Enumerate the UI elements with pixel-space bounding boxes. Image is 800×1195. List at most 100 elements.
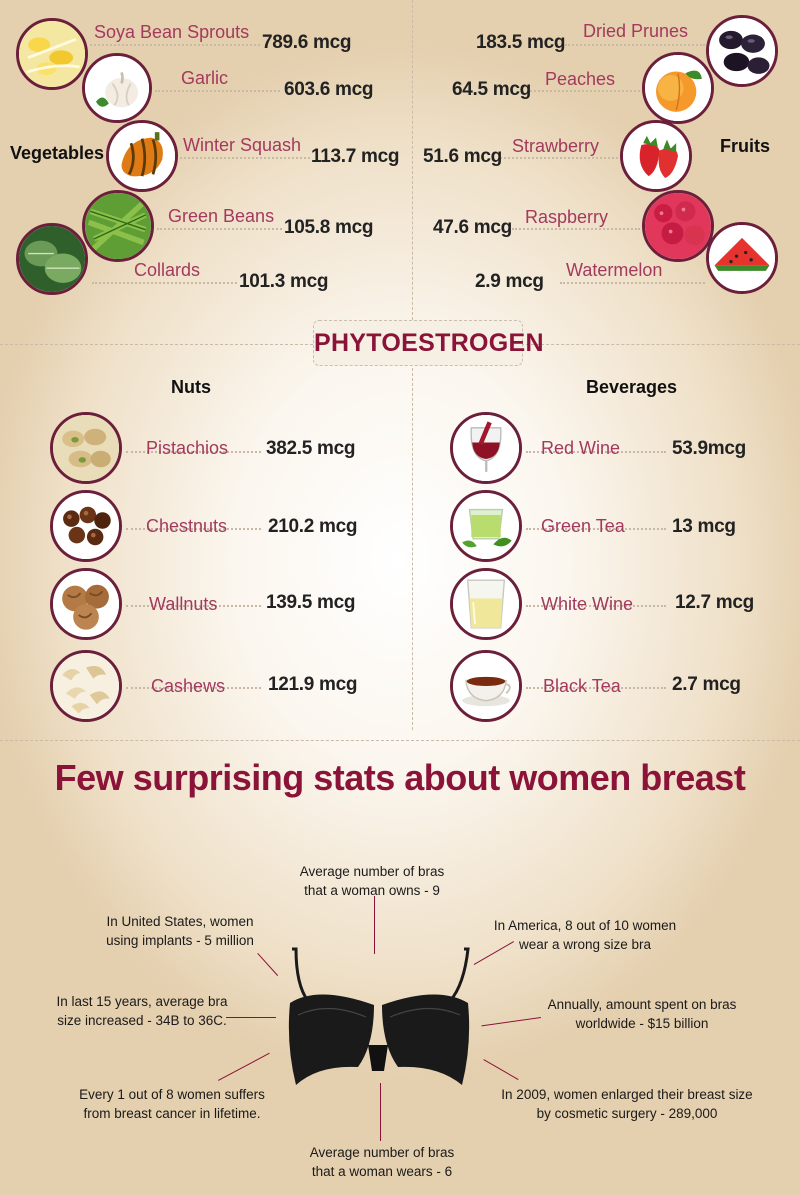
green-tea-value: 13 mcg: [672, 516, 736, 537]
cashews-leader: [126, 687, 261, 689]
stats-title: Few surprising stats about women breast: [54, 757, 746, 798]
cashews-image: [50, 650, 122, 722]
watermelon-image: [706, 222, 778, 294]
chestnuts-value: 210.2 mcg: [268, 516, 358, 537]
stat-wrong-size: In America, 8 out of 10 women wear a wro…: [493, 918, 677, 952]
bra-illustration: [278, 945, 478, 1095]
vegetables-title: Vegetables: [10, 143, 105, 163]
line-size-increase: [226, 1017, 276, 1018]
section-divider-1: [0, 344, 313, 345]
section-divider-2: [0, 740, 800, 741]
bra-image: [288, 947, 470, 1085]
line-implants: [257, 953, 279, 976]
cashews-label: Cashews: [151, 676, 226, 696]
raspberry-value: 47.6 mcg: [433, 217, 512, 238]
squash-leader: [180, 157, 310, 159]
soya-leader: [90, 44, 260, 46]
red-wine-label: Red Wine: [541, 438, 621, 458]
black-tea-image: [450, 650, 522, 722]
walnuts-label: Wallnuts: [149, 594, 218, 614]
prunes-value: 183.5 mcg: [476, 32, 566, 53]
peaches-image: [642, 52, 714, 124]
chestnuts-label: Chestnuts: [146, 516, 228, 536]
chestnuts-image: [50, 490, 122, 562]
stat-wears: Average number of bras that a woman wear…: [309, 1145, 455, 1179]
banner-text: PHYTOESTROGEN: [314, 329, 544, 357]
soya-sprouts-image: [16, 18, 88, 90]
phytoestrogen-banner: PHYTOESTROGEN: [313, 320, 544, 366]
chestnuts-leader: [126, 528, 261, 530]
line-enlarged: [483, 1059, 519, 1080]
red-wine-value: 53.9mcg: [672, 438, 746, 459]
section-divider-1b: [521, 344, 800, 345]
pistachios-value: 382.5 mcg: [266, 438, 356, 459]
beans-value: 105.8 mcg: [284, 217, 374, 238]
stat-enlarged: In 2009, women enlarged their breast siz…: [501, 1087, 753, 1121]
collards-value: 101.3 mcg: [239, 271, 329, 292]
strawberry-leader: [500, 157, 618, 159]
white-wine-value: 12.7 mcg: [675, 592, 754, 613]
squash-value: 113.7 mcg: [311, 146, 400, 167]
raspberry-leader: [512, 228, 640, 230]
strawberry-image: [620, 120, 692, 192]
line-wears: [380, 1083, 381, 1141]
green-beans-image: [82, 190, 154, 262]
garlic-image: [82, 53, 152, 123]
walnuts-image: [50, 568, 122, 640]
garlic-label: Garlic: [181, 68, 229, 88]
beans-leader: [157, 228, 282, 230]
raspberry-label: Raspberry: [525, 207, 609, 227]
watermelon-leader: [560, 282, 705, 284]
peaches-label: Peaches: [545, 69, 616, 89]
nuts-title: Nuts: [171, 377, 211, 397]
raspberry-image: [642, 190, 714, 262]
stat-spent: Annually, amount spent on bras worldwide…: [547, 997, 737, 1031]
red-wine-leader: [526, 451, 666, 453]
black-tea-label: Black Tea: [543, 676, 621, 696]
soya-value: 789.6 mcg: [262, 32, 352, 53]
line-cancer: [218, 1052, 270, 1081]
white-wine-leader: [526, 605, 666, 607]
squash-label: Winter Squash: [183, 135, 302, 155]
white-wine-image: [450, 568, 522, 640]
pistachios-leader: [126, 451, 261, 453]
collards-image: [16, 223, 88, 295]
walnuts-value: 139.5 mcg: [266, 592, 356, 613]
watermelon-value: 2.9 mcg: [475, 271, 544, 292]
strawberry-value: 51.6 mcg: [423, 146, 502, 167]
stat-size-increase: In last 15 years, average bra size incre…: [56, 994, 228, 1028]
green-tea-leader: [526, 528, 666, 530]
walnuts-leader: [126, 605, 261, 607]
collards-label: Collards: [134, 260, 201, 280]
dried-prunes-image: [706, 15, 778, 87]
stat-owns: Average number of bras that a woman owns…: [299, 864, 445, 898]
cashews-value: 121.9 mcg: [268, 674, 358, 695]
peaches-value: 64.5 mcg: [452, 79, 531, 100]
watermelon-label: Watermelon: [566, 260, 663, 280]
prunes-label: Dried Prunes: [583, 21, 689, 41]
black-tea-value: 2.7 mcg: [672, 674, 741, 695]
winter-squash-image: [106, 120, 178, 192]
pistachios-label: Pistachios: [146, 438, 229, 458]
prunes-leader: [565, 44, 705, 46]
pistachios-image: [50, 412, 122, 484]
strawberry-label: Strawberry: [512, 136, 600, 156]
green-tea-image: [450, 490, 522, 562]
collards-leader: [92, 282, 237, 284]
green-tea-label: Green Tea: [541, 516, 625, 536]
garlic-leader: [155, 90, 280, 92]
black-tea-leader: [526, 687, 666, 689]
white-wine-label: White Wine: [541, 594, 634, 614]
top-vertical-divider: [412, 0, 413, 320]
beans-label: Green Beans: [168, 206, 275, 226]
stat-cancer: Every 1 out of 8 women suffers from brea…: [79, 1087, 265, 1121]
garlic-value: 603.6 mcg: [284, 79, 374, 100]
stat-implants: In United States, women using implants -…: [106, 914, 254, 948]
mid-vertical-divider: [412, 368, 413, 730]
red-wine-image: [450, 412, 522, 484]
beverages-title: Beverages: [586, 377, 678, 397]
fruits-title: Fruits: [720, 136, 771, 156]
soya-label: Soya Bean Sprouts: [94, 22, 250, 42]
peaches-leader: [530, 90, 640, 92]
line-owns: [374, 896, 375, 954]
